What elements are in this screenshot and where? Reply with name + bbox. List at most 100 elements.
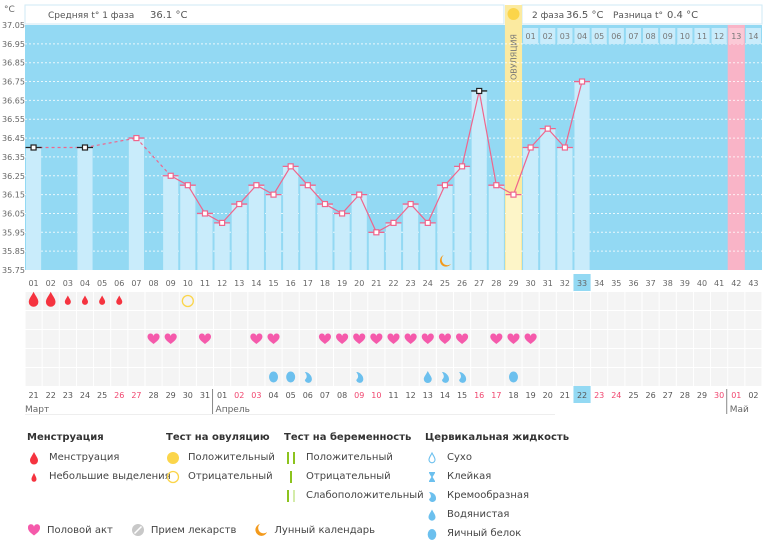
event-grid-cell xyxy=(728,292,745,310)
post-ovulation-day-cell xyxy=(643,28,659,44)
post-ovulation-day-label: 07 xyxy=(628,32,638,41)
phase1-box xyxy=(24,4,505,25)
event-grid-cell xyxy=(179,330,196,348)
event-grid-cell xyxy=(642,311,659,329)
heart-icon xyxy=(524,333,537,344)
event-grid-cell xyxy=(368,311,385,329)
filled-circle-icon xyxy=(167,451,179,464)
cycle-day-label: 01 xyxy=(28,279,38,288)
heart-icon xyxy=(267,333,280,344)
phase2-value: 36.5 °C xyxy=(566,10,603,21)
y-tick-label: 36.25 xyxy=(2,172,25,181)
event-grid-cell xyxy=(385,368,402,386)
post-ovulation-day-cell xyxy=(625,28,642,44)
diff-label: Разница t° xyxy=(613,11,663,21)
ovulation-sun-icon xyxy=(507,8,520,20)
temperature-bar xyxy=(420,222,436,270)
temperature-bar xyxy=(351,194,367,270)
calendar-date-label: 05 xyxy=(286,391,296,400)
temperature-point xyxy=(458,163,466,170)
event-grid-cell xyxy=(299,349,316,367)
cycle-day-label: 05 xyxy=(97,279,107,288)
heart-icon xyxy=(198,333,212,344)
cycle-day-label: 07 xyxy=(131,279,141,288)
event-grid-cell xyxy=(436,292,453,310)
temperature-point xyxy=(133,134,140,142)
calendar-date-label: 18 xyxy=(508,391,518,400)
temperature-bar xyxy=(231,204,247,270)
event-grid-cell xyxy=(625,311,642,329)
cycle-day-label: 29 xyxy=(508,279,518,288)
calendar-date-label: 16 xyxy=(474,391,484,400)
menstruation-drop-icon xyxy=(45,291,56,307)
egg-white-icon xyxy=(427,528,437,540)
cycle-day-label: 40 xyxy=(697,279,707,288)
event-grid-cell xyxy=(231,368,248,386)
event-grid-cell xyxy=(556,292,573,310)
legend-item-creamy: Кремообразная xyxy=(425,486,569,505)
cycle-day-label: 18 xyxy=(320,279,330,288)
legend-item-moon: Лунный календарь xyxy=(254,523,375,537)
current-day-highlight xyxy=(573,274,591,291)
legend-item-spotting: Небольшие выделения xyxy=(27,467,171,486)
event-grid-cell xyxy=(505,292,522,310)
post-ovulation-day-label: 05 xyxy=(594,32,604,41)
event-grid-cell xyxy=(745,330,762,348)
temperature-point xyxy=(304,182,311,189)
temperature-bar xyxy=(163,175,179,270)
event-grid-cell xyxy=(316,368,334,386)
legend-label: Водянистая xyxy=(447,509,510,520)
event-grid-cell xyxy=(419,349,436,367)
event-grid-cell xyxy=(145,368,162,386)
event-grid-cell xyxy=(196,292,214,310)
event-grid-cell xyxy=(59,330,76,348)
event-grid-cell xyxy=(76,330,94,348)
pill-icon xyxy=(131,524,144,536)
temperature-point xyxy=(578,78,586,85)
phase2-label: 2 фаза xyxy=(532,11,564,21)
calendar-date-label: 28 xyxy=(680,391,690,400)
temperature-line-segment xyxy=(358,194,377,233)
event-grid-cell xyxy=(471,368,488,386)
event-grid-cell xyxy=(608,368,625,386)
blood-drop-icon xyxy=(30,451,38,464)
cycle-day-label: 04 xyxy=(80,279,90,288)
cycle-day-label: 31 xyxy=(543,279,553,288)
post-ovulation-day-label: 12 xyxy=(714,32,724,41)
temperature-point xyxy=(373,229,380,236)
event-grid-cell xyxy=(745,311,762,329)
month-label: Март xyxy=(25,405,49,415)
legend-label: Яичный белок xyxy=(447,528,522,539)
temperature-point xyxy=(561,144,568,151)
calendar-date-label: 26 xyxy=(645,391,655,400)
event-grid-cell xyxy=(128,292,145,310)
egg-white-icon xyxy=(286,371,296,383)
cycle-day-label: 17 xyxy=(303,279,313,288)
event-grid-cell xyxy=(111,330,128,348)
y-tick-label: 36.75 xyxy=(2,78,25,87)
legend-item-egg-white: Яичный белок xyxy=(425,524,569,543)
event-grid-cell xyxy=(214,330,231,348)
event-grid-cell xyxy=(128,330,145,348)
ovulation-test-negative-icon xyxy=(181,294,194,308)
event-grid-cell xyxy=(642,330,659,348)
event-grid-cell xyxy=(196,368,214,386)
event-grid-cell xyxy=(94,311,111,329)
event-grid-cell xyxy=(282,349,299,367)
temperature-point xyxy=(321,200,329,208)
event-grid-cell xyxy=(591,292,608,310)
event-grid-cell xyxy=(316,292,334,310)
event-grid-cell xyxy=(642,292,659,310)
calendar-date-label: 10 xyxy=(371,391,381,400)
event-grid-cell xyxy=(711,330,728,348)
hourglass-icon xyxy=(429,471,435,482)
calendar-date-label: 17 xyxy=(491,391,501,400)
cycle-day-label: 16 xyxy=(286,279,296,288)
temperature-point xyxy=(510,191,517,198)
legend-item-intercourse: Половой акт xyxy=(27,523,113,537)
heart-icon xyxy=(507,333,520,344)
heart-icon xyxy=(353,333,366,344)
cycle-day-label: 21 xyxy=(371,279,381,288)
heart-icon xyxy=(438,333,451,344)
legend-label: Положительный xyxy=(188,452,275,463)
